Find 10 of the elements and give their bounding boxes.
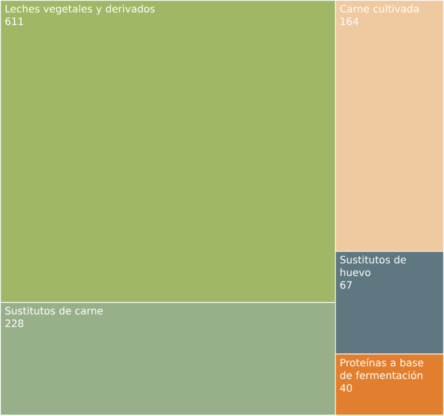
data-label: 40 <box>340 384 352 392</box>
category-label: Carne cultivada <box>340 4 418 13</box>
data-label: 228 <box>5 320 24 328</box>
category-label: Proteínas a base de fermentación <box>340 358 424 380</box>
category-label: Sustitutos de carne <box>5 306 103 315</box>
category-label: Leches vegetales y derivados <box>6 4 155 15</box>
data-label: 164 <box>340 18 358 26</box>
data-label: 611 <box>5 18 24 26</box>
category-label: Sustitutos de huevo <box>340 256 406 276</box>
data-label: 67 <box>340 281 352 290</box>
